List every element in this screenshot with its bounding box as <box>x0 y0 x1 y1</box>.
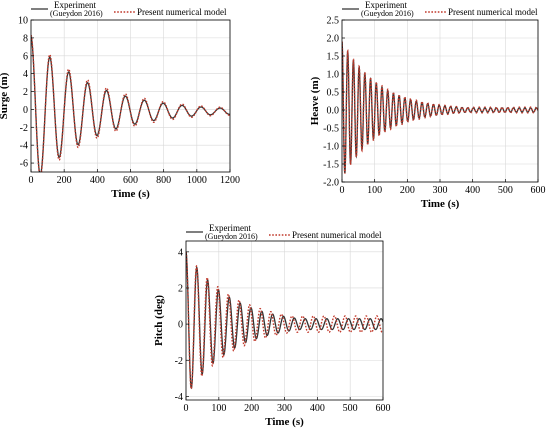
y-tick-label: 2.0 <box>327 34 340 45</box>
legend: Experiment(Gueydon 2016) Present numerica… <box>31 0 227 18</box>
x-tick-label: 400 <box>310 403 325 414</box>
y-tick-label: 0 <box>23 105 28 116</box>
y-tick-label: 0.5 <box>327 88 340 99</box>
y-tick-label: 4 <box>178 247 183 258</box>
x-axis-label: Time (s) <box>111 188 150 200</box>
y-tick-label: 8 <box>23 33 28 44</box>
y-axis-label: Surge (m) <box>0 72 10 119</box>
y-tick-label: 0.0 <box>327 106 340 117</box>
chart-panel-3: 0 100 200 300 400 500 600 -4 -2 0 2 4 Time (s) Pitch … <box>153 223 391 428</box>
legend-label-experiment: Experiment <box>365 0 407 10</box>
legend-label-experiment: Experiment <box>54 0 96 10</box>
x-tick-label: 300 <box>433 185 448 196</box>
x-tick-label: 400 <box>90 175 105 186</box>
x-tick-label: 0 <box>29 175 34 186</box>
series-line-experiment <box>186 251 383 390</box>
y-axis-label: Pitch (deg) <box>153 295 165 346</box>
y-tick-label: -6 <box>20 159 28 170</box>
y-tick-label: 10 <box>18 16 28 27</box>
legend: Experiment(Gueydon 2016) Present numerica… <box>342 0 538 18</box>
x-tick-label: 100 <box>367 185 382 196</box>
x-axis-label: Time (s) <box>421 198 460 210</box>
y-tick-label: -2 <box>175 356 183 367</box>
x-tick-label: 400 <box>465 185 480 196</box>
y-tick-label: 2 <box>178 283 183 294</box>
legend-label-model: Present numerical model <box>292 230 382 240</box>
x-tick-label: 200 <box>57 175 72 186</box>
y-tick-label: -4 <box>175 392 183 403</box>
legend-label-experiment-source: (Gueydon 2016) <box>205 232 258 241</box>
y-tick-label: 2 <box>23 87 28 98</box>
y-tick-label: -4 <box>20 141 28 152</box>
y-tick-label: -1.5 <box>323 160 339 171</box>
series-line-model <box>342 41 538 174</box>
y-tick-label: 6 <box>23 51 28 62</box>
x-tick-label: 300 <box>277 403 292 414</box>
legend-label-model: Present numerical model <box>448 7 538 17</box>
y-tick-label: -0.5 <box>323 124 339 135</box>
y-tick-label: 2.5 <box>327 16 340 27</box>
y-tick-label: 1.5 <box>327 52 340 63</box>
y-tick-label: 0 <box>178 320 183 331</box>
chart-panel-2: 0 100 200 300 400 500 600 -2.0 -1.5 -1.0 -0.5 0.0 0.… <box>309 0 546 210</box>
y-tick-label: 4 <box>23 69 28 80</box>
x-tick-label: 0 <box>184 403 189 414</box>
legend: Experiment(Gueydon 2016) Present numerica… <box>186 223 382 241</box>
x-tick-label: 800 <box>156 175 171 186</box>
x-tick-label: 200 <box>244 403 259 414</box>
y-tick-label: -2 <box>20 123 28 134</box>
legend-label-experiment-source: (Gueydon 2016) <box>361 9 414 18</box>
series-line-experiment <box>31 36 230 172</box>
x-tick-label: 1000 <box>187 175 207 186</box>
x-tick-label: 500 <box>343 403 358 414</box>
legend-label-model: Present numerical model <box>137 7 227 17</box>
legend-label-experiment-source: (Gueydon 2016) <box>50 9 103 18</box>
legend-label-experiment: Experiment <box>209 223 251 233</box>
x-tick-label: 200 <box>400 185 415 196</box>
chart-panel-1: 0 200 400 600 800 1000 1200 -6 -4 -2 0 2 4 6 8 10 Time (… <box>0 0 240 200</box>
x-tick-label: 500 <box>498 185 513 196</box>
x-tick-label: 100 <box>211 403 226 414</box>
y-tick-label: -2.0 <box>323 178 339 189</box>
series-line-model <box>31 34 230 172</box>
x-tick-label: 0 <box>340 185 345 196</box>
y-tick-label: -1.0 <box>323 142 339 153</box>
x-tick-label: 1200 <box>220 175 240 186</box>
y-axis-label: Heave (m) <box>309 76 321 125</box>
x-tick-label: 600 <box>531 185 546 196</box>
x-tick-label: 600 <box>376 403 391 414</box>
y-tick-label: 1.0 <box>327 70 340 81</box>
x-axis-label: Time (s) <box>265 416 304 428</box>
x-tick-label: 600 <box>123 175 138 186</box>
